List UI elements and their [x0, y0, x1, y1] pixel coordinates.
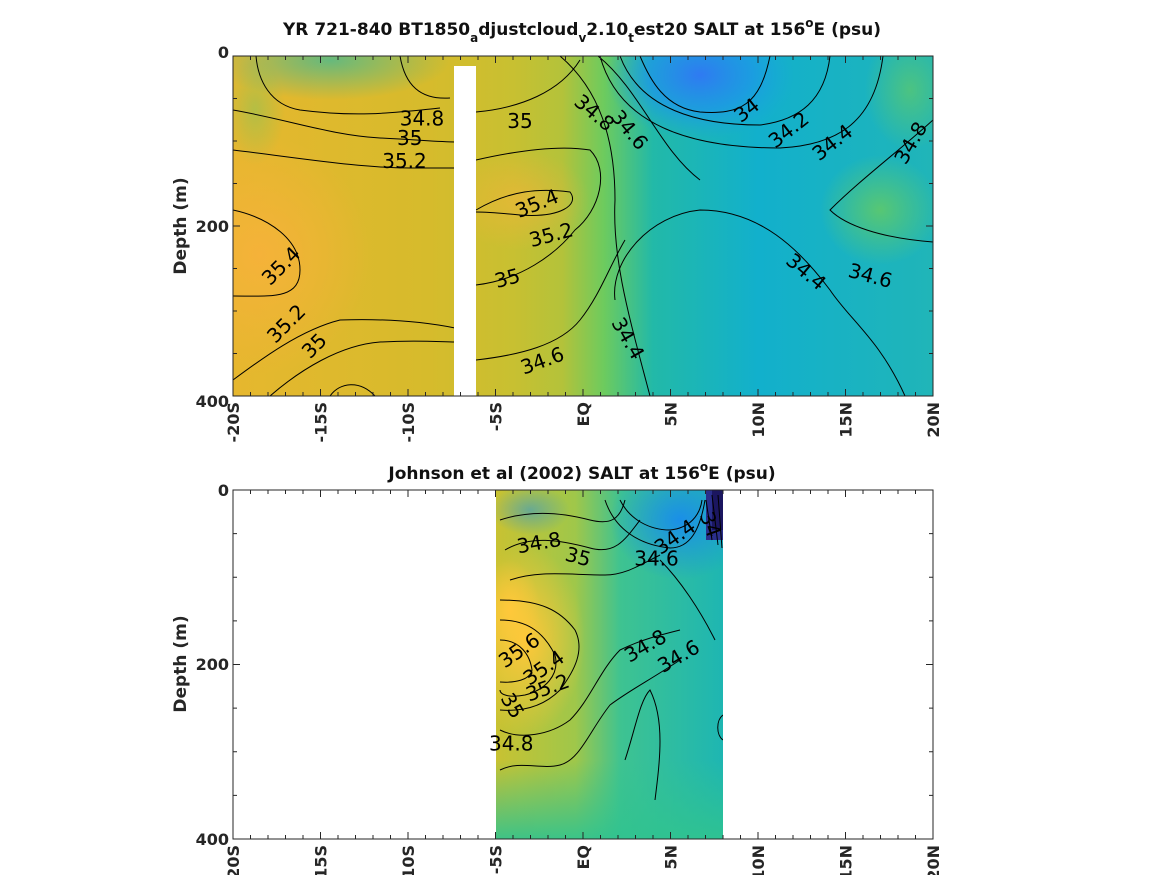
top-axes: -20S -15S -10S -5S EQ 5N 10N 15N 20N 0 200 400: [196, 43, 943, 442]
bottom-y-tick-label: 400: [196, 830, 229, 849]
top-x-tick-label: -20S: [224, 402, 243, 442]
bottom-x-tick-label: 15N: [837, 845, 856, 875]
bottom-panel: Johnson et al (2002) SALT at 156oE (psu): [171, 460, 943, 875]
top-salinity-field: [233, 56, 933, 396]
top-missing-data-band: [454, 66, 476, 398]
bottom-x-tick-label: -20S: [224, 845, 243, 875]
top-contour-label: 35: [397, 126, 422, 150]
bottom-contour-label: 34.8: [489, 731, 534, 755]
bottom-x-tick-label: -15S: [312, 845, 331, 875]
top-y-axis-label: Depth (m): [171, 177, 191, 274]
top-y-tick-label: 200: [196, 217, 229, 236]
bottom-x-tick-label: 10N: [749, 845, 768, 875]
top-panel: YR 721-840 BT1850adjustcloudv2.10test20 …: [171, 16, 943, 442]
bottom-contour-label: 34.6: [634, 546, 679, 570]
bottom-x-tick-label: -10S: [399, 845, 418, 875]
top-x-tick-label: 15N: [837, 402, 856, 438]
top-x-tick-label: 20N: [924, 402, 943, 438]
top-x-tick-label: 5N: [662, 402, 681, 427]
top-x-tick-label: -5S: [487, 402, 506, 431]
bottom-chart-title: Johnson et al (2002) SALT at 156oE (psu): [387, 460, 775, 484]
top-x-tick-label: -15S: [312, 402, 331, 442]
top-contour-label: 34.8: [400, 106, 445, 130]
top-x-tick-label: EQ: [574, 402, 593, 427]
bottom-x-tick-label: EQ: [574, 845, 593, 870]
bottom-y-tick-label: 200: [196, 655, 229, 674]
bottom-axes: -20S -15S -10S -5S EQ 5N 10N 15N 20N 0 200 400: [196, 481, 943, 875]
top-contour-label: 35.2: [382, 149, 427, 173]
top-y-tick-label: 400: [196, 392, 229, 411]
bottom-y-axis-label: Depth (m): [171, 615, 191, 712]
top-x-tick-label: -10S: [399, 402, 418, 442]
bottom-x-tick-label: 5N: [662, 845, 681, 870]
top-contours: [233, 56, 933, 396]
bottom-y-tick-label: 0: [218, 481, 229, 500]
top-y-tick-label: 0: [218, 43, 229, 62]
bottom-x-tick-label: 20N: [924, 845, 943, 875]
top-x-tick-label: 10N: [749, 402, 768, 438]
top-contour-label: 35: [507, 109, 532, 133]
top-chart-title: YR 721-840 BT1850adjustcloudv2.10test20 …: [282, 16, 881, 45]
bottom-contours: [499, 494, 723, 801]
bottom-x-tick-label: -5S: [487, 845, 506, 874]
